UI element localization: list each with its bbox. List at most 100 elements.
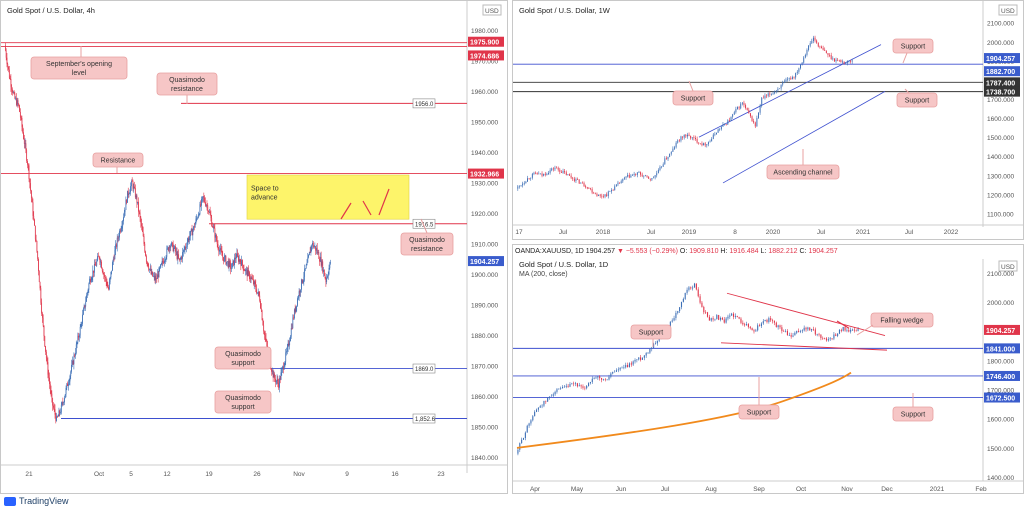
d1-candle <box>785 330 787 332</box>
chart-title: Gold Spot / U.S. Dollar, 1W <box>519 6 611 15</box>
h4-candle <box>100 261 102 263</box>
h4-candle <box>254 281 256 285</box>
h4-candle <box>143 236 145 244</box>
h4-candle <box>226 261 228 265</box>
d1-candle <box>602 379 604 381</box>
h4-candle <box>179 258 180 260</box>
h4-candle <box>250 277 252 280</box>
d1-candle <box>835 334 837 336</box>
w1-candle <box>746 108 748 111</box>
d1-candle <box>543 400 545 406</box>
w1-candle <box>633 173 635 175</box>
chart-weekly-svg[interactable]: Gold Spot / U.S. Dollar, 1W USD 2100.000 20… <box>513 1 1023 239</box>
h4-candle <box>166 248 168 257</box>
callout-box <box>896 92 938 108</box>
h4-candle <box>211 218 213 227</box>
chart-daily-svg[interactable]: OANDA:XAUUSD, 1D 1904.257 ▼ −5.553 (−0.2… <box>513 245 1023 493</box>
w1-candle <box>586 187 588 189</box>
h4-candle <box>193 226 195 228</box>
h4-candle <box>103 274 105 275</box>
h4-candle <box>22 126 24 133</box>
h4-candle <box>107 286 109 288</box>
w1-candle <box>704 143 706 146</box>
h4-candle <box>308 251 310 256</box>
h4-candle <box>168 246 170 251</box>
h4-candle <box>97 256 99 257</box>
h4-candle <box>90 278 91 283</box>
w1-candle <box>788 78 790 79</box>
w1-candle <box>817 42 819 47</box>
h4-candle <box>13 92 15 94</box>
w1-candle <box>724 124 726 125</box>
h4-candle <box>318 252 320 259</box>
h4-candle <box>282 366 283 370</box>
d1-candle <box>837 333 839 336</box>
h4-candle <box>310 246 312 253</box>
h4-candle <box>109 277 111 282</box>
x-axis-tick: 2021 <box>930 486 945 493</box>
w1-candle <box>565 172 567 176</box>
x-axis-tick: 16 <box>391 471 399 478</box>
h4-candle <box>238 255 239 262</box>
h4-candle <box>108 281 110 290</box>
d1-candle <box>732 313 735 317</box>
h4-candle <box>49 377 50 385</box>
h4-candle <box>171 242 173 244</box>
h4-candle <box>112 262 113 271</box>
w1-candle <box>814 37 816 41</box>
h4-candle <box>306 262 308 265</box>
y-axis-tick: 1860.000 <box>471 394 498 401</box>
h4-candle <box>49 384 51 391</box>
price-badge: 1787.400 <box>986 80 1015 87</box>
callout-line2: support <box>231 404 254 411</box>
h4-candle <box>35 239 37 241</box>
d1-candle <box>677 311 679 313</box>
chart-4h-svg[interactable]: Gold Spot / U.S. Dollar, 4h USD Space to ad… <box>1 1 507 493</box>
w1-candle <box>698 142 700 144</box>
chart-panel-weekly[interactable]: Gold Spot / U.S. Dollar, 1W USD 2100.000 20… <box>512 0 1024 240</box>
h4-candle <box>263 325 265 332</box>
d1-candle <box>744 324 746 326</box>
d1-candle <box>753 330 755 332</box>
d1-candle <box>766 319 768 322</box>
h4-candle <box>302 280 304 283</box>
tradingview-logo[interactable]: TradingView <box>4 496 69 506</box>
w1-candle <box>809 43 811 46</box>
h4-candle <box>45 345 46 352</box>
w1-candle <box>722 124 724 127</box>
h4-candle <box>234 257 235 266</box>
w1-candle <box>546 173 548 175</box>
level-tag: 1,852.6 <box>415 417 436 423</box>
h4-candle <box>217 244 219 249</box>
h4-candle <box>41 302 43 314</box>
w1-candle <box>832 58 834 60</box>
h4-candle <box>162 261 164 263</box>
w1-candle <box>591 189 593 193</box>
h4-candle <box>194 223 196 228</box>
d1-candle <box>688 287 690 290</box>
price-badge-bg <box>468 168 504 179</box>
price-badge: 1974.686 <box>470 53 499 60</box>
w1-candle <box>762 97 764 99</box>
h4-candle <box>301 279 302 290</box>
symbol-h-value: 1916.484 <box>729 248 760 255</box>
w1-candle <box>804 54 806 58</box>
w1-candle <box>714 134 716 135</box>
d1-candle <box>792 335 794 337</box>
w1-candle <box>667 156 669 160</box>
chart-panel-daily[interactable]: OANDA:XAUUSD, 1D 1904.257 ▼ −5.553 (−0.2… <box>512 244 1024 494</box>
d1-candle <box>610 373 612 377</box>
d1-candle <box>721 317 723 320</box>
d1-candle <box>532 416 534 421</box>
currency-box <box>998 260 1018 272</box>
d1-candle <box>599 376 601 379</box>
d1-candle <box>617 369 619 371</box>
h4-candle <box>189 236 191 241</box>
d1-candle <box>760 323 762 327</box>
chart-panel-4h[interactable]: Gold Spot / U.S. Dollar, 4h USD Space to ad… <box>0 0 508 494</box>
y-axis-tick: 1700.000 <box>987 388 1014 395</box>
arrow-down <box>836 320 850 329</box>
level-tag: 1869.0 <box>415 367 434 373</box>
w1-candle <box>599 194 601 196</box>
w1-candle <box>772 93 774 95</box>
